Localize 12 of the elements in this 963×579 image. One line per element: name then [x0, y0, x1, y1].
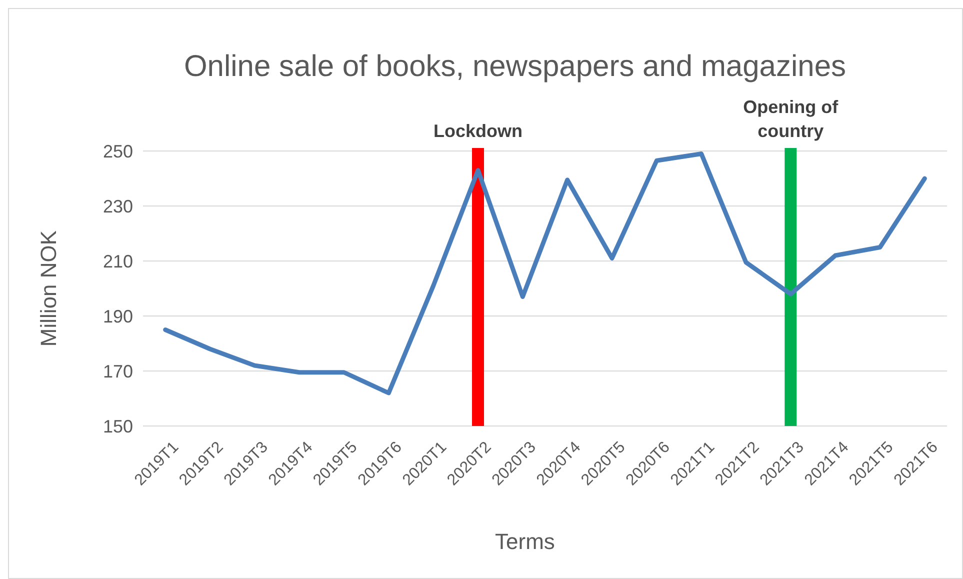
chart-title: Online sale of books, newspapers and magazines	[184, 50, 846, 83]
y-tick-label: 210	[102, 251, 133, 272]
line-series	[163, 152, 927, 396]
y-tick-label: 250	[102, 141, 133, 162]
ref-line-label: Opening of country	[743, 97, 840, 141]
x-axis-title: Terms	[495, 529, 555, 554]
y-tick-label: 190	[102, 306, 133, 326]
ref-line-label: Lockdown	[434, 121, 522, 141]
y-tick-label: 230	[102, 196, 133, 216]
y-tick-label: 170	[102, 361, 133, 382]
y-axis-title: Million NOK	[36, 230, 61, 347]
y-tick-label: 150	[102, 416, 133, 436]
